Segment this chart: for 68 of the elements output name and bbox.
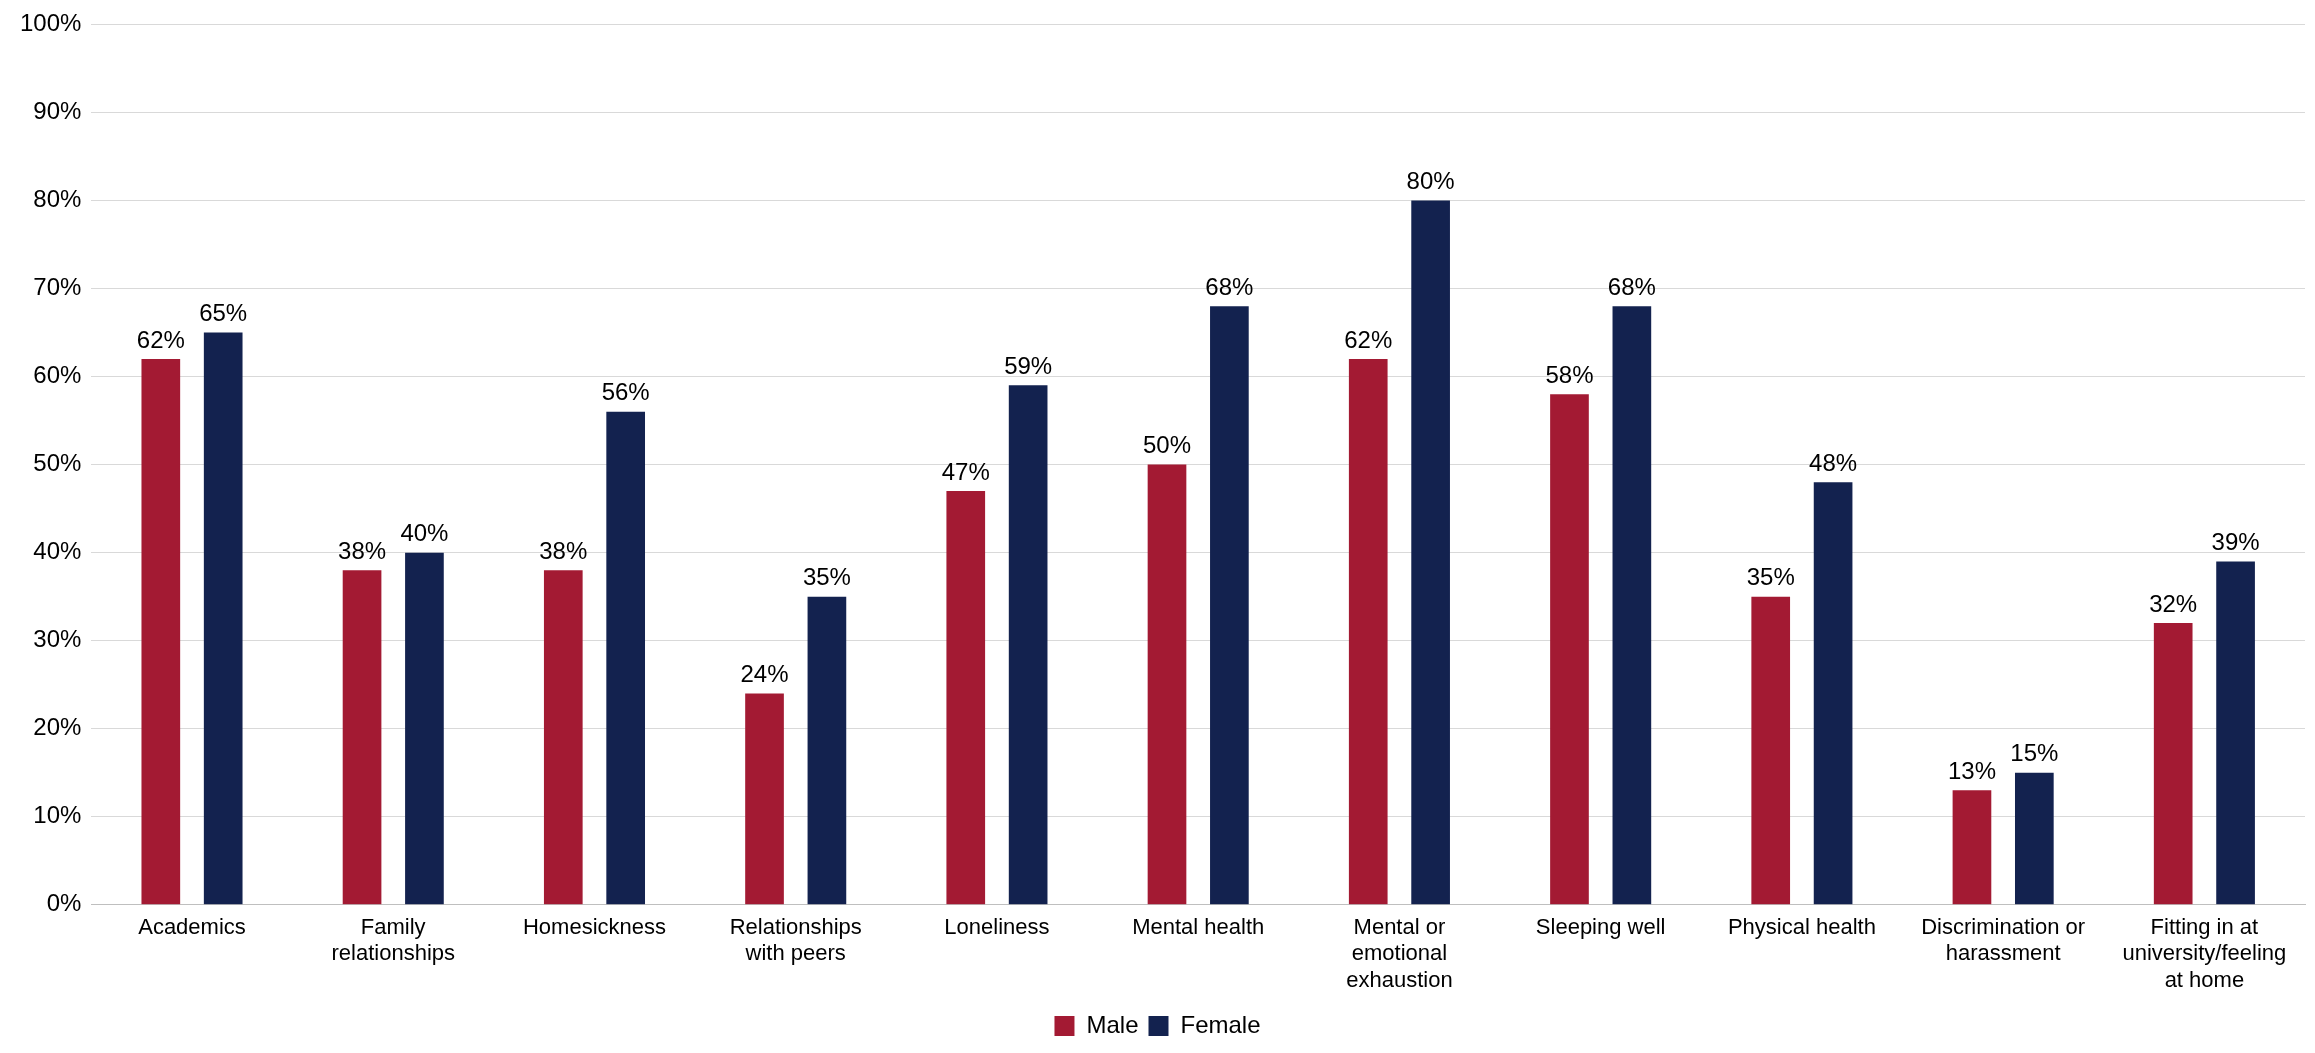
bar <box>543 570 583 905</box>
bar <box>1411 200 1450 905</box>
y-tick-label: 20% <box>33 713 82 741</box>
data-label: 15% <box>2010 739 2059 767</box>
y-tick-label: 70% <box>33 273 82 301</box>
y-tick-label: 60% <box>33 361 82 389</box>
data-label: 56% <box>601 378 650 406</box>
data-label: 32% <box>2149 589 2198 617</box>
bar <box>1550 394 1589 905</box>
data-label: 35% <box>1746 563 1795 591</box>
data-label: 68% <box>1607 272 1656 300</box>
bar <box>2153 623 2193 905</box>
bar <box>1348 358 1388 905</box>
data-label: 40% <box>400 519 449 547</box>
data-label: 68% <box>1205 272 1254 300</box>
y-tick-label: 40% <box>33 537 82 565</box>
x-tick-label: Discrimination or harassment <box>1921 914 2086 966</box>
data-label: 35% <box>802 563 851 591</box>
data-label: 48% <box>1809 448 1858 476</box>
x-tick-label: Mental or emotional exhaustion <box>1346 914 1453 992</box>
data-label: 59% <box>1004 351 1053 379</box>
bar <box>405 552 444 905</box>
bar <box>1751 596 1791 905</box>
data-label: 13% <box>1947 756 1996 784</box>
legend-label: Female <box>1180 1010 1261 1038</box>
data-label: 58% <box>1545 360 1594 388</box>
bar <box>342 570 382 905</box>
y-tick-label: 90% <box>33 97 82 125</box>
bar <box>141 358 181 905</box>
bar <box>203 332 243 905</box>
bar <box>1008 385 1048 905</box>
y-tick-label: 0% <box>46 889 82 917</box>
y-tick-label: 80% <box>33 185 82 213</box>
x-tick-label: Physical health <box>1727 914 1876 940</box>
x-tick-label: Homesickness <box>522 914 666 940</box>
x-tick-label: Relationships with peers <box>729 914 862 966</box>
bar <box>1147 464 1187 905</box>
data-label: 38% <box>539 536 588 564</box>
data-label: 62% <box>1344 325 1393 353</box>
data-label: 38% <box>338 536 387 564</box>
data-label: 50% <box>1142 431 1192 459</box>
bar <box>745 693 784 905</box>
y-tick-label: 50% <box>33 449 82 477</box>
bar <box>606 411 646 905</box>
x-tick-label: Mental health <box>1132 914 1265 940</box>
x-tick-label: Sleeping well <box>1535 914 1666 940</box>
bar <box>1813 482 1853 905</box>
bar <box>2216 561 2255 905</box>
data-label: 80% <box>1406 167 1455 195</box>
bar <box>946 491 986 905</box>
bar <box>1952 790 1992 905</box>
y-tick-label: 30% <box>33 625 82 653</box>
x-tick-label: Family relationships <box>331 914 455 966</box>
y-tick-label: 100% <box>19 9 82 37</box>
x-tick-label: Fitting in at university/feeling at home <box>2122 914 2287 992</box>
x-tick-label: Academics <box>138 914 246 940</box>
bar <box>1210 306 1249 905</box>
legend-label: Male <box>1086 1010 1139 1038</box>
data-label: 24% <box>740 660 789 688</box>
bar <box>1612 306 1652 905</box>
data-label: 65% <box>199 299 248 327</box>
bar <box>2015 772 2054 905</box>
data-label: 62% <box>136 325 185 353</box>
data-label: 47% <box>941 457 990 485</box>
x-tick-label: Loneliness <box>944 914 1050 940</box>
data-label: 39% <box>2211 528 2260 556</box>
bar <box>807 596 847 905</box>
y-tick-label: 10% <box>33 801 82 829</box>
